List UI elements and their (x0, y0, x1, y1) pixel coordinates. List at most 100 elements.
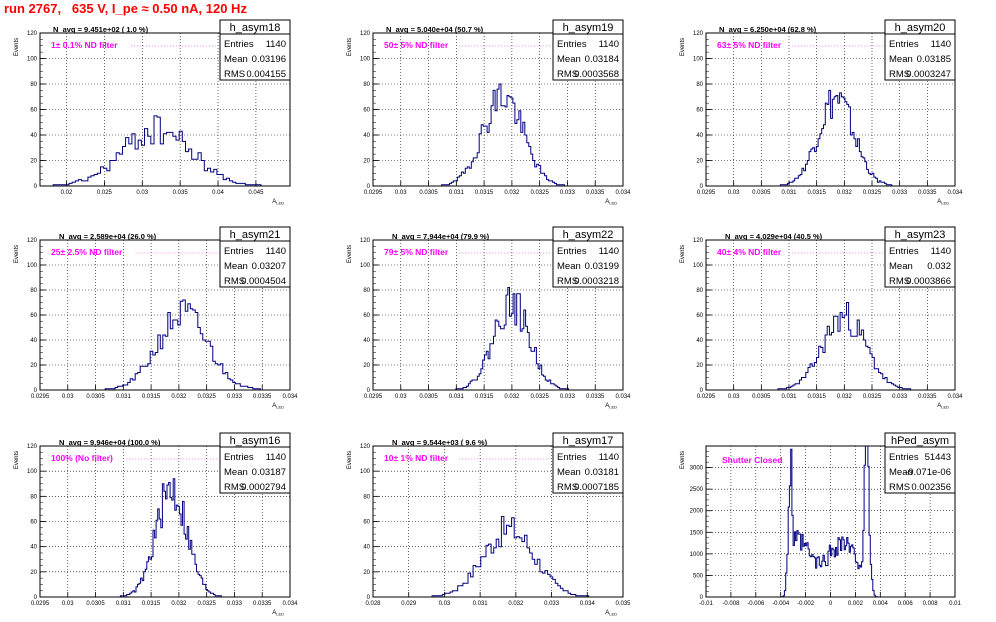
x-tick-label: 0.034 (580, 601, 596, 607)
stats-label: Entries (224, 39, 254, 50)
y-tick-label: 120 (27, 444, 38, 450)
x-tick-label: 0.034 (615, 190, 631, 196)
y-tick-label: 1500 (690, 530, 704, 536)
stats-box: h_asym17 Entries 1140 Mean 0.03181 RMS0.00071… (552, 432, 624, 494)
x-tick-label: 0.0295 (364, 190, 383, 196)
x-axis-label: ALED (272, 610, 284, 617)
x-axis-label: ALED (605, 403, 617, 410)
x-tick-label: 0.008 (923, 601, 939, 607)
histogram-panel-h_asym17: 0.028 0.029 0.03 0.031 0.032 0.033 0.034 0.035 0… (347, 432, 631, 617)
filter-label: 40± 4% ND filter (717, 247, 782, 257)
x-tick-label: -0.006 (747, 601, 765, 607)
y-tick-label: 100 (693, 57, 704, 63)
y-tick-label: 20 (363, 570, 370, 576)
y-tick-label: 120 (27, 238, 38, 244)
y-tick-label: 0 (367, 388, 371, 394)
x-tick-label: 0.0325 (197, 601, 216, 607)
x-tick-label: 0.0295 (364, 394, 383, 400)
x-axis-label: ALED (272, 403, 284, 410)
y-tick-label: 20 (30, 159, 37, 165)
y-axis-label: Events (680, 245, 686, 263)
histogram-panel-h_asym18: 0.02 0.025 0.03 0.035 0.04 0.045 0 20 40 60 80 100 1… (14, 19, 291, 206)
stats-value: 0.03196 (252, 54, 286, 65)
navg-label: N_avg = 4.029e+04 (40.5 %) (725, 232, 823, 241)
y-tick-label: 80 (363, 494, 370, 500)
x-tick-label: 0.031 (449, 394, 465, 400)
x-tick-label: 0.031 (781, 190, 797, 196)
x-tick-label: 0.0325 (530, 190, 549, 196)
stats-label: Mean (889, 467, 913, 478)
stats-value: 51443 (925, 452, 951, 463)
stats-label: Entries (889, 246, 919, 257)
x-tick-label: 0.03 (62, 394, 74, 400)
stats-label: Mean (224, 261, 248, 272)
y-tick-label: 40 (30, 338, 37, 344)
x-tick-label: 0.032 (504, 190, 520, 196)
y-tick-label: 60 (696, 313, 703, 319)
stats-frame (219, 432, 291, 494)
x-tick-label: 0 (829, 601, 833, 607)
navg-label: N_avg = 9.544e+03 ( 9.6 %) (392, 438, 488, 447)
y-tick-label: 40 (363, 133, 370, 139)
x-tick-label: 0.04 (212, 190, 224, 196)
stats-value: 0.0003568 (574, 69, 619, 80)
x-tick-label: 0.034 (947, 394, 963, 400)
x-tick-label: 0.029 (401, 601, 417, 607)
x-axis-label: ALED (937, 403, 949, 410)
x-tick-label: 0.034 (282, 394, 298, 400)
filter-label: 25± 2.5% ND filter (51, 247, 123, 257)
histogram-panel-h_asym20: 0.0295 0.03 0.0305 0.031 0.0315 0.032 0.0325 0.… (680, 19, 963, 206)
x-tick-label: 0.034 (615, 394, 631, 400)
stats-value: 0.004155 (246, 69, 286, 80)
y-tick-label: 100 (693, 263, 704, 269)
histogram-line (92, 299, 273, 391)
stats-label: Entries (557, 452, 587, 463)
x-tick-label: 0.0335 (918, 394, 937, 400)
x-tick-label: 0.03 (395, 190, 407, 196)
stats-box: h_asym21 Entries 1140 Mean 0.03207 RMS0.00045… (219, 226, 291, 288)
stats-value: 0.03181 (585, 467, 619, 478)
y-tick-label: 0 (700, 388, 704, 394)
filter-label: 63± 5% ND filter (717, 40, 782, 50)
stats-value: 0.002356 (911, 482, 951, 493)
stats-label: Mean (224, 467, 248, 478)
x-tick-label: 0.033 (544, 601, 560, 607)
stats-value: 1140 (931, 246, 951, 257)
x-tick-label: 0.032 (837, 190, 853, 196)
stats-value: 0.0007185 (574, 482, 619, 493)
histogram-panel-h_asym23: 0.0295 0.03 0.0305 0.031 0.0315 0.032 0.0325 0.… (680, 226, 963, 410)
x-tick-label: 0.034 (282, 601, 298, 607)
x-tick-label: 0.0315 (475, 190, 494, 196)
y-tick-label: 80 (363, 82, 370, 88)
stats-title: h_asym17 (563, 435, 614, 447)
x-tick-label: 0.033 (560, 394, 576, 400)
x-tick-label: 0.0295 (697, 190, 716, 196)
y-tick-label: 120 (693, 238, 704, 244)
y-tick-label: 100 (360, 263, 371, 269)
y-tick-label: 40 (363, 338, 370, 344)
x-tick-label: 0.032 (171, 601, 187, 607)
y-axis-label: Events (347, 451, 353, 469)
y-tick-label: 120 (27, 31, 38, 37)
histogram-line (416, 516, 602, 598)
stats-label: RMS (224, 69, 245, 80)
x-tick-label: 0.004 (873, 601, 889, 607)
stats-label: RMS (557, 69, 578, 80)
x-tick-label: 0.031 (781, 394, 797, 400)
stats-value: 0.0003247 (906, 69, 951, 80)
y-tick-label: 80 (696, 82, 703, 88)
x-tick-label: 0.032 (508, 601, 524, 607)
stats-box: h_asym18 Entries 1140 Mean 0.03196 RMS 0.00415… (219, 19, 291, 81)
stats-box: h_asym16 Entries 1140 Mean 0.03187 RMS0.00027… (219, 432, 291, 494)
stats-value: 1140 (599, 39, 619, 50)
x-axis-label: ALED (937, 199, 949, 206)
stats-title: h_asym19 (563, 22, 614, 34)
x-tick-label: 0.006 (898, 601, 914, 607)
navg-label: N_avg = 2.589e+04 (26.0 %) (59, 232, 157, 241)
stats-box: h_asym19 Entries 1140 Mean 0.03184 RMS0.00035… (552, 19, 624, 81)
histogram-panel-h_asym21: 0.0295 0.03 0.0305 0.031 0.0315 0.032 0.0325 0.… (14, 226, 298, 410)
x-tick-label: 0.032 (837, 394, 853, 400)
x-tick-label: 0.031 (116, 394, 132, 400)
histogram-line (771, 89, 901, 187)
